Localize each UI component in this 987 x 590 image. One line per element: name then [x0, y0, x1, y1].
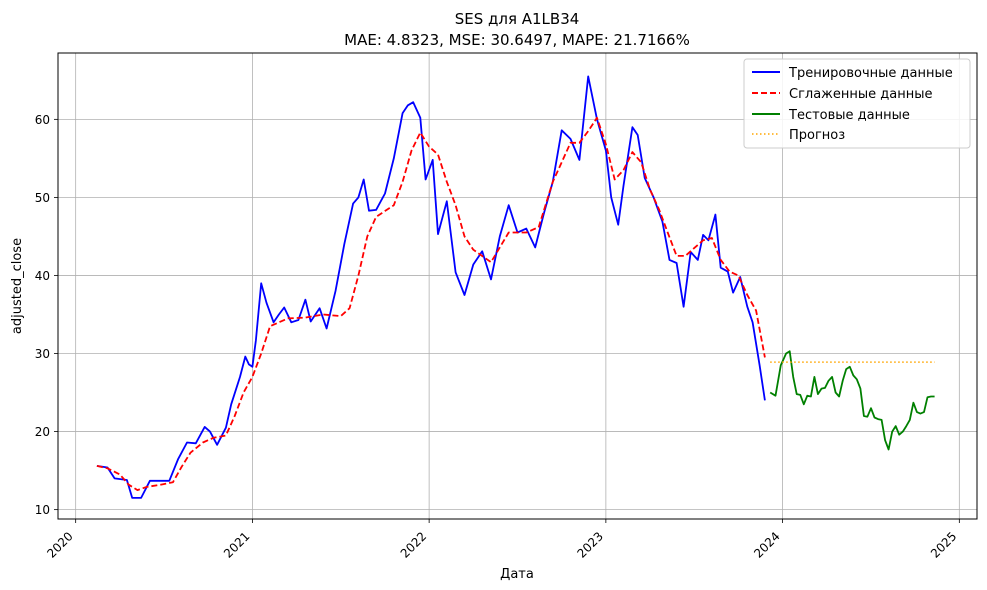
x-tick-label: 2024: [751, 529, 782, 560]
legend-box: [743, 58, 971, 149]
series-training-line: [96, 75, 766, 499]
series-test-line: [769, 350, 935, 451]
x-tick-label: 2022: [398, 529, 429, 560]
y-tick-label: 60: [35, 113, 50, 127]
chart-subtitle: MAE: 4.8323, MSE: 30.6497, MAPE: 21.7166…: [344, 31, 690, 49]
y-tick-label: 20: [35, 425, 50, 439]
x-tick-label: 2021: [221, 529, 252, 560]
legend: Тренировочные данные Сглаженные данные Т…: [743, 58, 971, 149]
x-tick-label: 2025: [928, 529, 959, 560]
chart-title: SES для A1LB34: [455, 10, 580, 28]
series-smoothed-line: [96, 116, 766, 492]
x-tick-label: 2023: [574, 529, 605, 560]
legend-label-test: Тестовые данные: [788, 108, 910, 123]
x-tick-label: 2020: [44, 529, 75, 560]
series-layer: [96, 75, 935, 499]
plot-frame: [57, 52, 978, 520]
x-axis-label: Дата: [500, 567, 534, 582]
y-axis-label: adjusted_close: [10, 238, 25, 334]
axis-ticks: 2020 2021 2022 2023 2024 2025 10 20 30 40 50 60: [35, 113, 960, 561]
y-tick-label: 10: [35, 503, 50, 517]
legend-label-forecast: Прогноз: [789, 128, 845, 143]
y-tick-label: 50: [35, 191, 50, 205]
legend-label-training: Тренировочные данные: [788, 66, 953, 81]
y-tick-label: 40: [35, 269, 50, 283]
legend-label-smoothed: Сглаженные данные: [789, 87, 933, 102]
y-tick-label: 30: [35, 347, 50, 361]
